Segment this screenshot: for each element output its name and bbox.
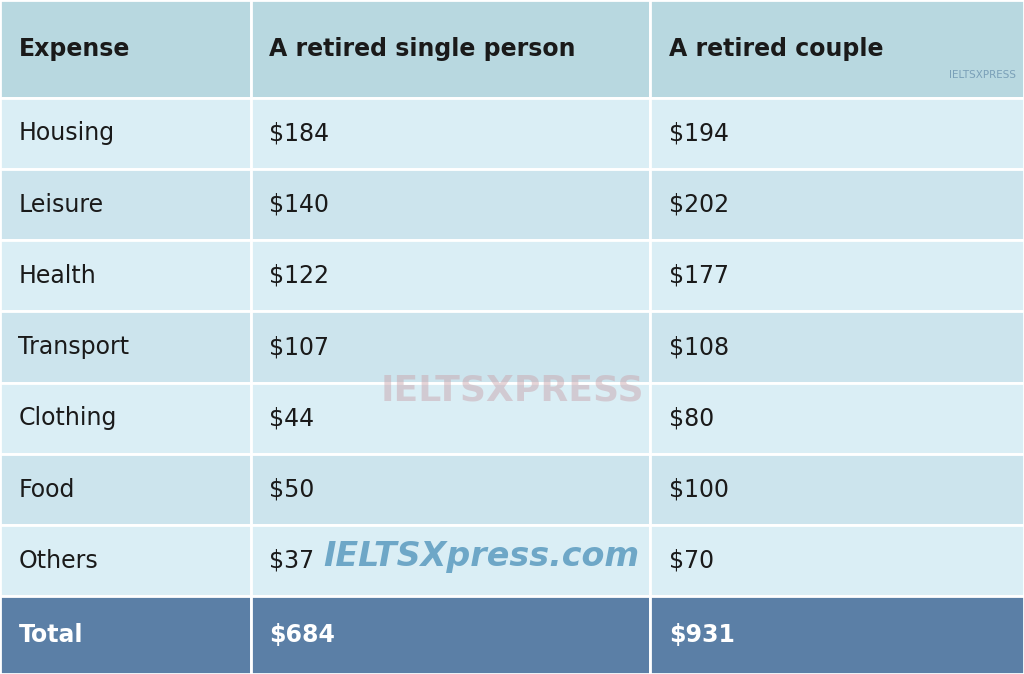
Text: IELTSXpress.com: IELTSXpress.com bbox=[324, 540, 639, 572]
Bar bbox=[0, 383, 251, 454]
Bar bbox=[650, 454, 1024, 525]
Text: Expense: Expense bbox=[18, 37, 130, 61]
Bar bbox=[251, 0, 650, 98]
Text: $70: $70 bbox=[669, 549, 714, 573]
Text: Total: Total bbox=[18, 623, 83, 647]
Text: $107: $107 bbox=[269, 335, 330, 359]
Text: Housing: Housing bbox=[18, 121, 115, 146]
Text: Clothing: Clothing bbox=[18, 406, 117, 431]
Text: $202: $202 bbox=[669, 193, 729, 216]
Bar bbox=[251, 98, 650, 169]
Bar bbox=[650, 311, 1024, 383]
Bar bbox=[251, 169, 650, 240]
Text: $194: $194 bbox=[669, 121, 729, 146]
Text: Others: Others bbox=[18, 549, 98, 573]
Bar bbox=[0, 311, 251, 383]
Bar bbox=[251, 454, 650, 525]
Bar bbox=[251, 596, 650, 674]
Bar bbox=[251, 525, 650, 596]
Text: A retired single person: A retired single person bbox=[269, 37, 575, 61]
Text: IELTSXPRESS: IELTSXPRESS bbox=[380, 374, 644, 408]
Bar bbox=[0, 525, 251, 596]
Text: Food: Food bbox=[18, 478, 75, 501]
Bar bbox=[0, 0, 251, 98]
Bar bbox=[650, 525, 1024, 596]
Text: $122: $122 bbox=[269, 264, 330, 288]
Bar bbox=[251, 311, 650, 383]
Bar bbox=[0, 596, 251, 674]
Bar bbox=[650, 98, 1024, 169]
Text: $100: $100 bbox=[669, 478, 729, 501]
Text: $108: $108 bbox=[669, 335, 729, 359]
Text: $80: $80 bbox=[669, 406, 714, 431]
Bar bbox=[650, 383, 1024, 454]
Text: $931: $931 bbox=[669, 623, 734, 647]
Bar bbox=[251, 383, 650, 454]
Text: Health: Health bbox=[18, 264, 96, 288]
Bar bbox=[0, 98, 251, 169]
Text: $684: $684 bbox=[269, 623, 335, 647]
Text: $177: $177 bbox=[669, 264, 729, 288]
Text: $44: $44 bbox=[269, 406, 314, 431]
Bar bbox=[0, 240, 251, 311]
Bar bbox=[650, 0, 1024, 98]
Bar bbox=[251, 240, 650, 311]
Bar bbox=[0, 169, 251, 240]
Text: Leisure: Leisure bbox=[18, 193, 103, 216]
Bar bbox=[650, 596, 1024, 674]
Bar bbox=[650, 240, 1024, 311]
Text: IELTSXPRESS: IELTSXPRESS bbox=[949, 70, 1016, 80]
Bar bbox=[650, 169, 1024, 240]
Text: $184: $184 bbox=[269, 121, 330, 146]
Text: $50: $50 bbox=[269, 478, 314, 501]
Text: Transport: Transport bbox=[18, 335, 130, 359]
Text: A retired couple: A retired couple bbox=[669, 37, 883, 61]
Bar bbox=[0, 454, 251, 525]
Text: $140: $140 bbox=[269, 193, 330, 216]
Text: $37: $37 bbox=[269, 549, 314, 573]
